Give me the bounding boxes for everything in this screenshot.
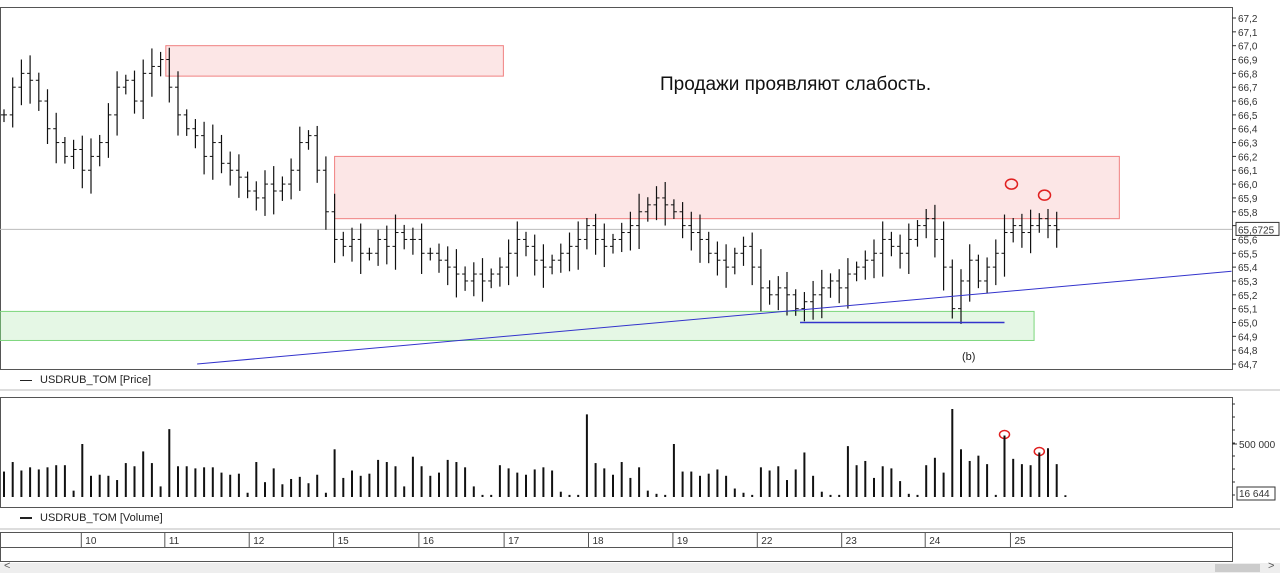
date-label: 15 xyxy=(338,536,350,547)
last-volume-label: 16 644 xyxy=(1239,489,1270,500)
price-tick-label: 66,9 xyxy=(1238,56,1258,67)
price-tick-label: 66,0 xyxy=(1238,180,1258,191)
date-label: 12 xyxy=(253,536,265,547)
red-circle-mark xyxy=(1037,189,1052,201)
price-tick-label: 65,5 xyxy=(1238,249,1258,260)
volume-panel xyxy=(0,397,1233,508)
annotation-text: Продажи проявляют слабость. xyxy=(660,74,932,95)
date-label: 18 xyxy=(593,536,605,547)
last-price-label: 65,6725 xyxy=(1238,225,1275,236)
price-tick-label: 66,5 xyxy=(1238,111,1258,122)
price-tick-label: 65,4 xyxy=(1238,263,1258,274)
date-label: 25 xyxy=(1014,536,1026,547)
trendline xyxy=(197,270,1232,365)
date-label: 24 xyxy=(929,536,941,547)
price-tick-label: 67,2 xyxy=(1238,14,1258,25)
price-tick-label: 64,7 xyxy=(1238,360,1258,371)
price-tick-label: 66,6 xyxy=(1238,97,1258,108)
price-tick-label: 66,4 xyxy=(1238,125,1258,136)
red-circle-mark xyxy=(1004,178,1019,190)
date-label: 16 xyxy=(423,536,435,547)
date-label: 11 xyxy=(169,536,180,547)
price-tick-label: 66,2 xyxy=(1238,152,1258,163)
resistance-zone xyxy=(334,155,1120,220)
date-axis-lower xyxy=(0,547,1233,562)
price-tick-label: 65,6 xyxy=(1238,235,1258,246)
price-tick-label: 64,9 xyxy=(1238,332,1258,343)
date-label: 23 xyxy=(846,536,858,547)
price-tick-label: 66,1 xyxy=(1238,166,1258,177)
price-legend: USDRUB_TOM [Price] xyxy=(20,374,151,386)
date-label: 19 xyxy=(677,536,689,547)
legend-line-icon xyxy=(20,379,32,381)
scroll-thumb[interactable] xyxy=(1215,564,1260,572)
price-tick-label: 65,1 xyxy=(1238,305,1258,316)
date-label: 10 xyxy=(85,536,97,547)
legend-line-icon xyxy=(20,517,32,520)
price-tick-label: 66,7 xyxy=(1238,83,1258,94)
wave-label: (b) xyxy=(962,351,976,363)
price-tick-label: 65,3 xyxy=(1238,277,1258,288)
support-zone xyxy=(0,310,1035,341)
price-tick-label: 64,8 xyxy=(1238,346,1258,357)
resistance-zone xyxy=(165,45,504,77)
volume-tick-label: 500 000 xyxy=(1239,440,1276,451)
price-tick-label: 66,8 xyxy=(1238,69,1258,80)
price-tick-label: 67,1 xyxy=(1238,28,1258,39)
price-tick-label: 65,2 xyxy=(1238,291,1258,302)
date-label: 22 xyxy=(761,536,773,547)
price-tick-label: 65,0 xyxy=(1238,318,1258,329)
volume-legend: USDRUB_TOM [Volume] xyxy=(20,512,163,524)
last-price-box xyxy=(1235,221,1280,236)
date-label: 17 xyxy=(508,536,520,547)
horizontal-scrollbar[interactable]: < > xyxy=(0,560,1280,573)
scroll-right-icon[interactable]: > xyxy=(1268,560,1275,572)
price-tick-label: 65,8 xyxy=(1238,208,1258,219)
price-panel xyxy=(0,7,1233,370)
price-tick-label: 66,3 xyxy=(1238,139,1258,150)
last-volume-box xyxy=(1236,486,1276,501)
price-tick-label: 67,0 xyxy=(1238,42,1258,53)
scroll-left-icon[interactable]: < xyxy=(4,560,11,572)
date-axis xyxy=(0,532,1233,548)
price-tick-label: 65,9 xyxy=(1238,194,1258,205)
